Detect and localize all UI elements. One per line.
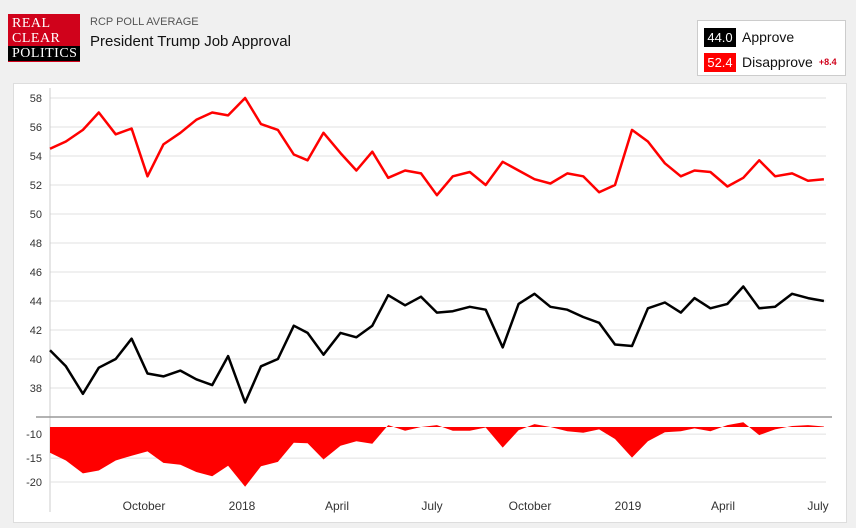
y-tick-label: 56 xyxy=(30,122,42,134)
spread-tick-label: -20 xyxy=(26,477,42,489)
y-tick-label: 40 xyxy=(30,354,42,366)
x-tick-label: April xyxy=(711,499,735,513)
approve-value-badge: 44.0 xyxy=(704,27,736,47)
y-tick-label: 44 xyxy=(30,296,42,308)
disapprove-label: Disapprove xyxy=(742,54,813,70)
y-tick-label: 54 xyxy=(30,151,42,163)
x-tick-label: April xyxy=(325,499,349,513)
x-tick-label: July xyxy=(807,499,828,513)
x-tick-label: 2018 xyxy=(229,499,256,513)
spread-value: +8.4 xyxy=(818,57,837,67)
x-tick-label: October xyxy=(509,499,552,513)
disapprove-value-badge: 52.4 xyxy=(704,52,736,72)
y-tick-label: 42 xyxy=(30,325,42,337)
chart-kicker: RCP POLL AVERAGE xyxy=(90,16,199,28)
y-tick-label: 58 xyxy=(30,93,42,105)
chart-header: REAL CLEAR POLITICS RCP POLL AVERAGE Pre… xyxy=(0,0,856,82)
y-tick-label: 50 xyxy=(30,209,42,221)
legend-approve: 44.0 Approve xyxy=(704,27,794,47)
series-line-approve xyxy=(49,285,825,404)
x-tick-label: 2019 xyxy=(615,499,642,513)
spread-tick-label: -10 xyxy=(26,429,42,441)
y-tick-label: 46 xyxy=(30,267,42,279)
x-tick-label: October xyxy=(123,499,166,513)
legend-disapprove: 52.4 Disapprove +8.4 xyxy=(704,52,837,72)
x-tick-label: July xyxy=(421,499,442,513)
spread-area xyxy=(50,422,824,487)
y-tick-label: 52 xyxy=(30,180,42,192)
y-tick-label: 38 xyxy=(30,383,42,395)
series-line-disapprove xyxy=(49,96,825,197)
chart-title: President Trump Job Approval xyxy=(90,33,291,50)
spread-tick-label: -15 xyxy=(26,453,42,465)
y-tick-label: 48 xyxy=(30,238,42,250)
legend-box: 44.0 Approve 52.4 Disapprove +8.4 xyxy=(697,20,846,76)
approve-label: Approve xyxy=(742,29,795,45)
rcp-logo: REAL CLEAR POLITICS xyxy=(8,14,80,62)
